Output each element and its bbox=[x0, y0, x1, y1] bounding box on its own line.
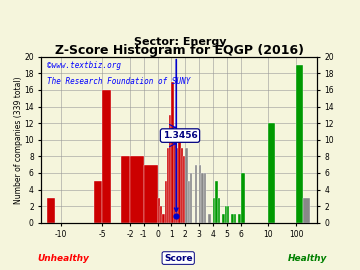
Bar bbox=[144, 165, 158, 223]
Bar bbox=[222, 214, 225, 223]
Bar bbox=[238, 214, 241, 223]
Bar bbox=[174, 131, 176, 223]
Bar bbox=[213, 198, 215, 223]
Y-axis label: Number of companies (339 total): Number of companies (339 total) bbox=[14, 76, 23, 204]
Bar bbox=[130, 156, 144, 223]
Text: ©www.textbiz.org: ©www.textbiz.org bbox=[47, 61, 121, 70]
Bar bbox=[225, 206, 227, 223]
Bar bbox=[202, 173, 204, 223]
Text: Healthy: Healthy bbox=[288, 254, 328, 262]
Bar bbox=[169, 115, 171, 223]
Title: Z-Score Histogram for EQGP (2016): Z-Score Histogram for EQGP (2016) bbox=[55, 44, 303, 57]
Bar bbox=[268, 123, 275, 223]
Bar bbox=[158, 198, 160, 223]
Bar bbox=[176, 148, 179, 223]
Bar bbox=[303, 198, 310, 223]
Bar bbox=[94, 181, 102, 223]
Bar bbox=[167, 148, 169, 223]
Bar bbox=[190, 173, 192, 223]
Bar bbox=[47, 198, 55, 223]
Bar bbox=[121, 156, 130, 223]
Text: Sector: Energy: Sector: Energy bbox=[134, 37, 226, 47]
Text: 1.3456: 1.3456 bbox=[163, 131, 197, 140]
Bar bbox=[204, 173, 206, 223]
Bar bbox=[183, 156, 185, 223]
Bar bbox=[296, 65, 303, 223]
Bar bbox=[217, 198, 220, 223]
Bar bbox=[194, 165, 197, 223]
Bar bbox=[231, 214, 234, 223]
Bar bbox=[171, 82, 174, 223]
Bar bbox=[234, 214, 236, 223]
Bar bbox=[199, 165, 202, 223]
Bar bbox=[185, 148, 188, 223]
Bar bbox=[188, 181, 190, 223]
Bar bbox=[181, 148, 183, 223]
Bar bbox=[179, 131, 181, 223]
Bar bbox=[208, 214, 211, 223]
Text: The Research Foundation of SUNY: The Research Foundation of SUNY bbox=[47, 77, 190, 86]
Bar bbox=[227, 206, 229, 223]
Text: Score: Score bbox=[164, 254, 193, 262]
Bar bbox=[165, 181, 167, 223]
Text: Unhealthy: Unhealthy bbox=[37, 254, 89, 262]
Bar bbox=[102, 90, 112, 223]
Bar bbox=[162, 214, 165, 223]
Bar bbox=[241, 173, 245, 223]
Bar bbox=[160, 206, 162, 223]
Bar bbox=[215, 181, 217, 223]
